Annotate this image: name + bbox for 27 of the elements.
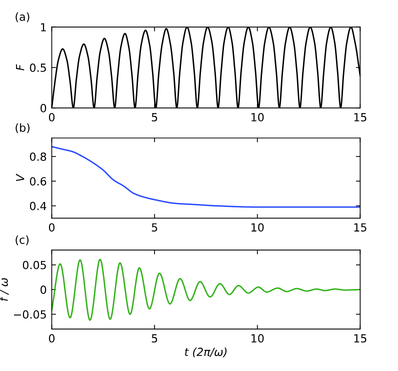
- y-tick-label: 0.6: [30, 177, 46, 186]
- text: (c): [16, 235, 29, 246]
- x-tick-label: 5: [152, 113, 158, 122]
- x-axis-title: t (2π/ω): [184, 347, 227, 358]
- y-tick-label: 0.8: [30, 152, 46, 161]
- x-tick-label: 15: [354, 334, 366, 343]
- text: (b): [16, 123, 30, 134]
- x-tick-label: 5: [152, 334, 158, 343]
- x-tick-label: 15: [354, 223, 366, 232]
- y-tick-label: 0.5: [30, 63, 46, 72]
- x-tick-label: 0: [48, 223, 55, 232]
- text: (a): [16, 12, 30, 22]
- y-axis-title: V: [16, 174, 24, 182]
- x-tick-label: 10: [252, 113, 264, 122]
- y-axis-title: F: [16, 64, 24, 70]
- x-tick-label: 10: [252, 223, 264, 232]
- x-tick-label: 0: [48, 113, 55, 122]
- x-tick-label: 0: [48, 334, 55, 343]
- y-tick-label: −0.05: [14, 310, 46, 319]
- y-tick-label: 0.4: [30, 202, 46, 210]
- y-tick-label: 0: [40, 104, 46, 112]
- y-tick-label: 1: [41, 23, 46, 32]
- y-tick-label: 0.05: [22, 260, 46, 270]
- x-tick-label: 10: [252, 334, 264, 343]
- x-tick-label: 15: [354, 113, 366, 122]
- x-tick-label: 5: [152, 223, 158, 232]
- y-tick-label: 0: [40, 286, 46, 294]
